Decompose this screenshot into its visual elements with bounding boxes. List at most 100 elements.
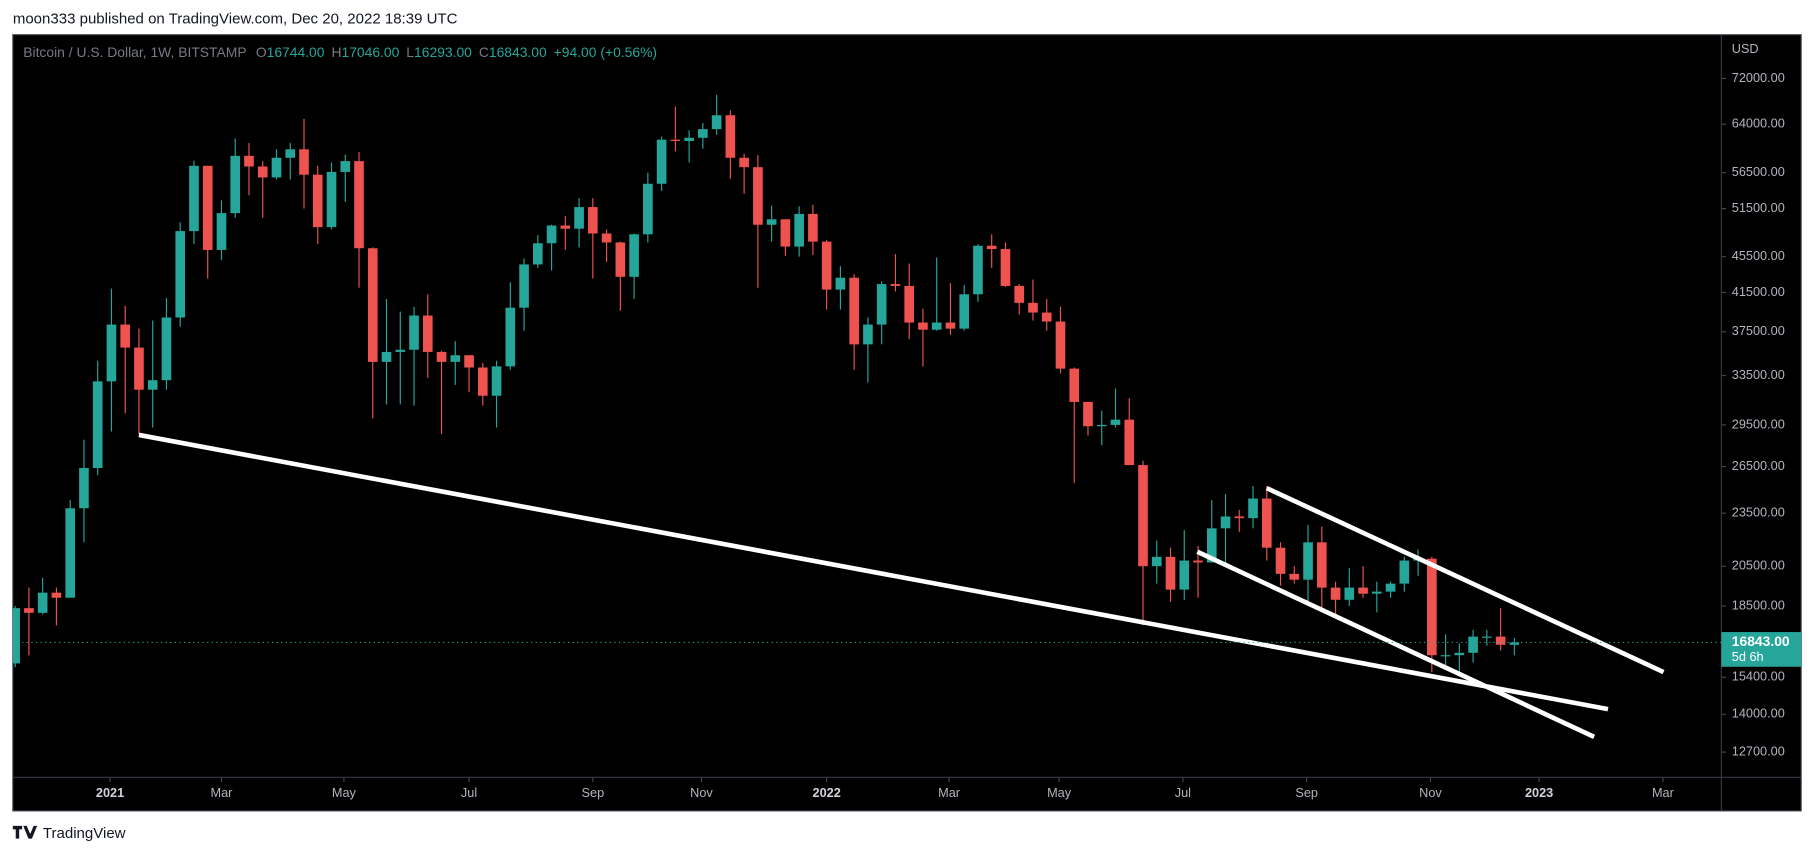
- candle-body: [189, 165, 199, 232]
- candle-body: [1385, 583, 1396, 592]
- candle-body: [656, 139, 667, 184]
- candle-body: [753, 167, 763, 225]
- candle-body: [533, 243, 543, 265]
- candle-body: [1096, 424, 1107, 427]
- candle-body: [1028, 302, 1038, 313]
- candle-body: [175, 231, 186, 318]
- candle-body: [285, 149, 296, 158]
- candle-body: [629, 234, 639, 277]
- candle-body: [863, 324, 873, 345]
- candle-body: [367, 248, 378, 362]
- candle-body: [1000, 249, 1011, 286]
- candle-body: [1275, 547, 1286, 574]
- trend-line: [1196, 549, 1596, 739]
- ohlc-value: 16843.00: [489, 44, 547, 60]
- brand: TradingView: [12, 825, 126, 842]
- candle-body: [395, 349, 406, 352]
- candle-body: [808, 213, 818, 242]
- trend-line: [1265, 486, 1665, 675]
- candle-body: [312, 174, 323, 228]
- ohlc-key: O: [256, 44, 267, 60]
- candle-body: [422, 315, 433, 352]
- axes: 72000.00 64000.00 56500.00 51500.00 45500.00…: [12, 70, 1802, 800]
- last-price-tag: [1721, 632, 1802, 667]
- ohlc-key: C: [479, 44, 489, 60]
- candle-body: [477, 367, 488, 396]
- y-tick-label: 20500.00: [1732, 558, 1785, 573]
- candle-body: [1303, 542, 1313, 580]
- y-tick-label: 41500.00: [1732, 284, 1785, 299]
- candle-body: [464, 355, 474, 368]
- x-tick-label: Jul: [461, 785, 477, 800]
- candle-body: [340, 161, 351, 172]
- x-tick-label: May: [1047, 785, 1072, 800]
- y-tick-label: 18500.00: [1732, 597, 1785, 612]
- candle-body: [945, 322, 956, 329]
- candle-body: [505, 307, 516, 367]
- candle-body: [79, 468, 89, 509]
- candle-body: [1124, 419, 1135, 466]
- candle-body: [92, 381, 103, 469]
- y-tick-label: 56500.00: [1732, 164, 1785, 179]
- candle-body: [918, 322, 928, 330]
- candle-body: [835, 277, 846, 290]
- y-tick-label: 64000.00: [1732, 116, 1785, 131]
- candle-body: [1454, 652, 1465, 656]
- candle-body: [51, 592, 62, 598]
- x-tick-label: Jul: [1175, 785, 1191, 800]
- candle-body: [230, 155, 241, 214]
- chart-frame: [12, 34, 1802, 812]
- candle-body: [381, 351, 392, 362]
- candles: [12, 95, 1520, 675]
- trend-lines: [138, 432, 1665, 739]
- candle-body: [1234, 516, 1245, 519]
- candle-body: [973, 245, 983, 295]
- candle-body: [134, 347, 144, 390]
- candle-body: [931, 322, 942, 330]
- candle-body: [1179, 560, 1190, 590]
- candle-body: [1330, 587, 1341, 600]
- publish-note: moon333 published on TradingView.com, De…: [13, 11, 458, 28]
- candle-body: [1440, 655, 1451, 657]
- x-tick-label: 2022: [813, 785, 841, 800]
- candle-body: [1069, 368, 1080, 402]
- candle-body: [491, 366, 502, 396]
- y-tick-label: 26500.00: [1732, 458, 1785, 473]
- x-tick-label: May: [332, 785, 357, 800]
- candle-body: [1495, 636, 1506, 645]
- ohlc-value: 16293.00: [414, 44, 472, 60]
- y-tick-label: 45500.00: [1732, 248, 1785, 263]
- candle-body: [1220, 516, 1231, 529]
- candle-body: [216, 213, 227, 250]
- x-tick-label: Nov: [690, 785, 713, 800]
- candle-body: [959, 294, 970, 329]
- y-tick-label: 14000.00: [1732, 706, 1785, 721]
- x-tick-label: Mar: [938, 785, 961, 800]
- symbol-legend: Bitcoin / U.S. Dollar, 1W, BITSTAMP O1674…: [23, 44, 657, 60]
- ohlc-value: 17046.00: [341, 44, 399, 60]
- candle-body: [890, 284, 901, 286]
- candle-body: [1316, 542, 1327, 588]
- brand-name: TradingView: [43, 825, 126, 842]
- candle-body: [780, 219, 791, 247]
- candle-body: [670, 139, 681, 141]
- candle-body: [1289, 573, 1300, 580]
- candle-body: [1110, 419, 1121, 425]
- candle-body: [643, 183, 653, 235]
- currency-label: USD: [1732, 41, 1759, 56]
- candle-body: [1014, 285, 1025, 303]
- candle-body: [1372, 591, 1382, 594]
- candle-body: [244, 155, 254, 167]
- candle-body: [1193, 560, 1203, 563]
- candle-body: [1083, 401, 1093, 427]
- ohlc-key: L: [406, 44, 414, 60]
- last-price-label: 16843.00: [1732, 633, 1790, 649]
- candle-body: [299, 149, 309, 175]
- candle-body: [615, 242, 626, 277]
- candle-body: [1248, 498, 1258, 519]
- candle-body: [766, 219, 777, 225]
- candle-body: [1427, 558, 1437, 656]
- candle-body: [354, 161, 364, 249]
